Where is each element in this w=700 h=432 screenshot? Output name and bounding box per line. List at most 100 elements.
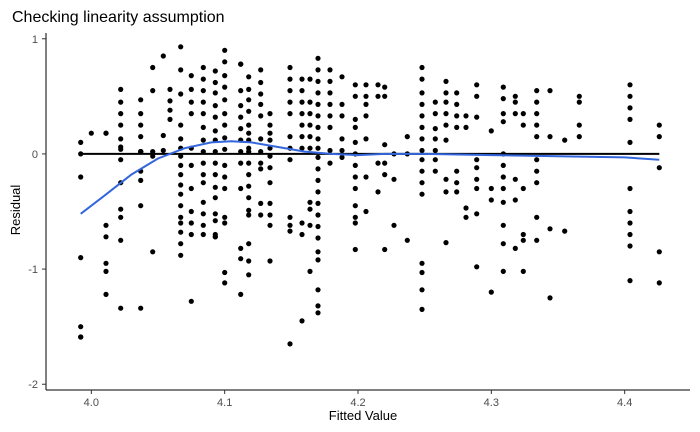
- x-tick-label: 4.2: [350, 397, 365, 409]
- data-point: [118, 214, 124, 220]
- data-point: [315, 235, 321, 241]
- data-point: [315, 113, 321, 119]
- data-point: [246, 74, 252, 80]
- data-point: [150, 88, 156, 94]
- data-point: [375, 82, 381, 88]
- data-point: [363, 93, 369, 99]
- data-point: [246, 172, 252, 178]
- data-point: [315, 67, 321, 73]
- data-point: [327, 101, 333, 107]
- x-tick-label: 4.0: [84, 397, 99, 409]
- data-point: [267, 137, 273, 143]
- data-point: [352, 185, 358, 192]
- chart-title: Checking linearity assumption: [12, 9, 225, 26]
- data-point: [238, 103, 244, 109]
- data-point: [656, 122, 662, 128]
- data-point: [287, 341, 293, 347]
- data-point: [200, 231, 206, 238]
- data-point: [258, 91, 264, 97]
- data-point: [327, 67, 333, 73]
- data-point: [212, 184, 218, 190]
- data-point: [500, 199, 506, 205]
- data-point: [103, 222, 109, 228]
- data-point: [656, 165, 662, 171]
- data-point: [118, 99, 124, 105]
- data-point: [118, 136, 124, 142]
- data-point: [627, 185, 633, 192]
- data-point: [167, 116, 173, 122]
- data-point: [160, 147, 166, 154]
- data-point: [267, 145, 273, 151]
- data-point: [287, 157, 293, 163]
- data-point: [138, 111, 144, 117]
- data-point: [363, 136, 369, 142]
- data-point: [299, 318, 305, 324]
- data-point: [200, 88, 206, 94]
- data-point: [363, 113, 369, 119]
- data-point: [222, 84, 228, 90]
- data-point: [656, 280, 662, 286]
- data-point: [246, 108, 252, 114]
- y-tick-label: -2: [28, 379, 38, 391]
- data-point: [315, 166, 321, 172]
- data-point: [419, 90, 425, 96]
- data-point: [212, 128, 218, 134]
- data-point: [200, 222, 206, 228]
- data-point: [287, 76, 293, 82]
- data-point: [307, 199, 313, 205]
- data-point: [212, 68, 218, 74]
- data-point: [150, 149, 156, 155]
- data-point: [267, 122, 273, 128]
- data-point: [138, 97, 144, 103]
- data-point: [118, 122, 124, 128]
- data-point: [246, 86, 252, 92]
- data-point: [419, 191, 425, 197]
- data-point: [520, 231, 526, 238]
- smooth-curve-group: [80, 140, 660, 215]
- data-point: [627, 116, 633, 122]
- data-point: [419, 157, 425, 163]
- data-point: [500, 185, 506, 192]
- data-point: [258, 212, 264, 218]
- data-point: [627, 278, 633, 284]
- data-point: [375, 189, 381, 195]
- data-point: [454, 189, 460, 195]
- smooth-trend-line: [80, 140, 660, 215]
- data-point: [500, 96, 506, 102]
- data-point: [327, 78, 333, 84]
- data-point: [212, 195, 218, 201]
- data-point: [404, 134, 410, 140]
- data-point: [512, 93, 518, 99]
- data-point: [327, 90, 333, 96]
- data-point: [178, 44, 184, 50]
- data-point: [138, 203, 144, 209]
- data-point: [267, 212, 273, 218]
- data-point: [352, 93, 358, 99]
- data-point: [299, 122, 305, 128]
- data-point: [188, 111, 194, 117]
- data-point: [178, 203, 184, 209]
- data-point: [419, 269, 425, 276]
- data-point: [627, 231, 633, 238]
- data-point: [200, 149, 206, 155]
- data-point: [238, 126, 244, 132]
- data-point: [188, 99, 194, 105]
- data-point: [375, 93, 381, 99]
- data-point: [339, 101, 345, 107]
- data-point: [454, 168, 460, 174]
- data-point: [391, 176, 397, 182]
- data-point: [339, 136, 345, 142]
- data-point: [382, 84, 388, 90]
- data-point: [419, 76, 425, 82]
- data-point: [443, 137, 449, 143]
- data-point: [246, 160, 252, 166]
- data-point: [419, 147, 425, 154]
- data-point: [500, 268, 506, 274]
- data-point: [500, 222, 506, 228]
- data-point: [576, 122, 582, 128]
- data-point: [315, 55, 321, 61]
- data-point: [246, 195, 252, 201]
- data-point: [246, 130, 252, 136]
- data-point: [419, 101, 425, 107]
- data-point: [287, 88, 293, 94]
